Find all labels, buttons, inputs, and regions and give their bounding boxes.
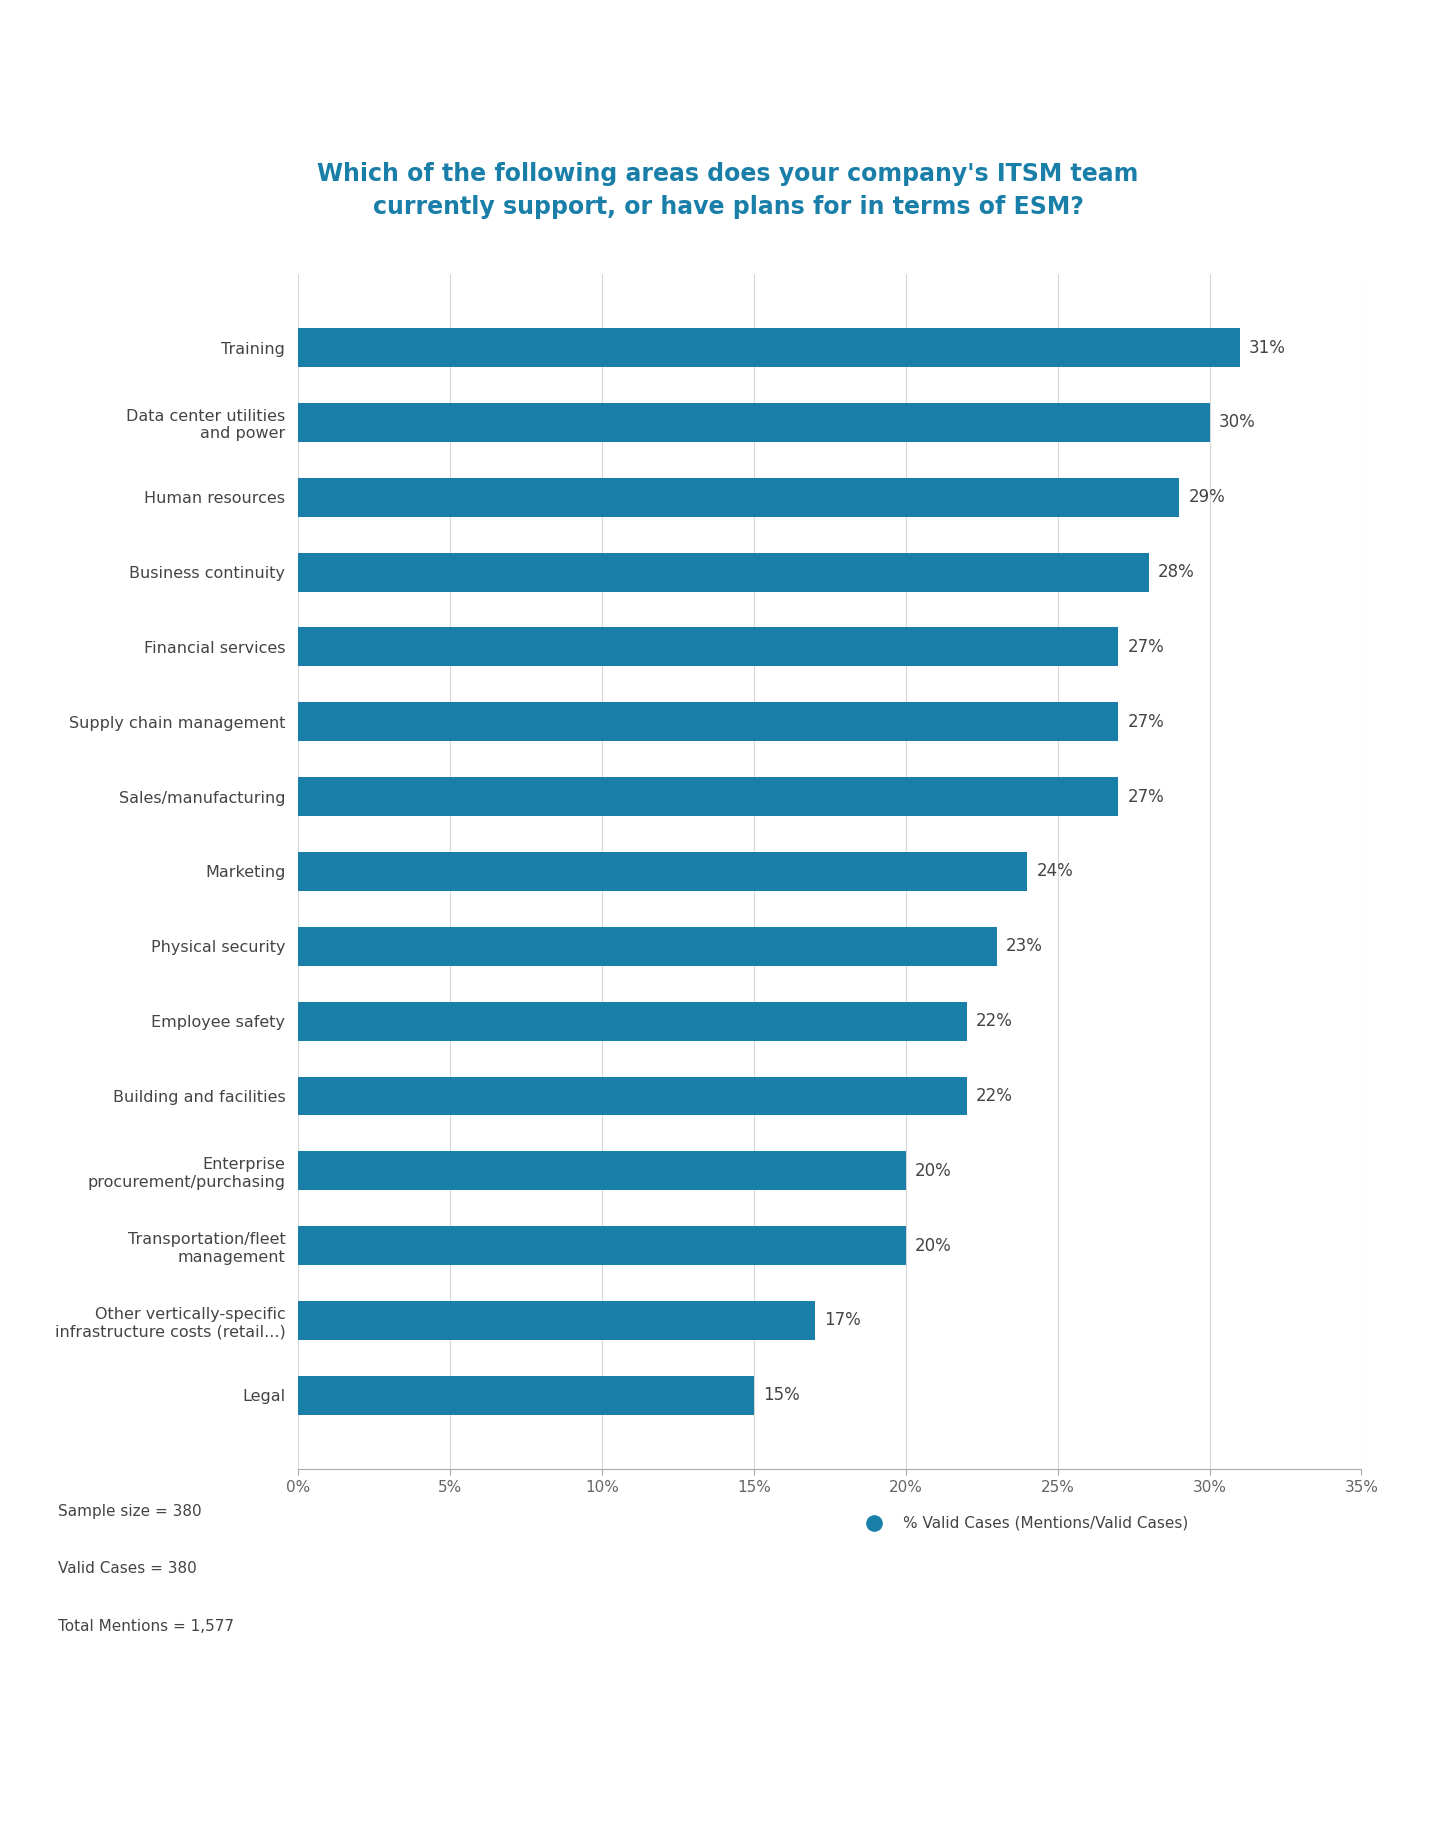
- Bar: [298, 553, 1149, 591]
- Text: 27%: 27%: [1127, 788, 1165, 805]
- Bar: [298, 1301, 815, 1340]
- Text: Key ESM Areas: Key ESM Areas: [577, 40, 879, 75]
- Text: 30%: 30%: [1219, 414, 1255, 431]
- Text: 20%: 20%: [914, 1237, 952, 1254]
- Bar: [298, 628, 1118, 666]
- Text: 28%: 28%: [1158, 564, 1194, 580]
- Text: 22%: 22%: [976, 1013, 1012, 1029]
- Text: 15%: 15%: [763, 1387, 799, 1403]
- Bar: [298, 1226, 906, 1265]
- Bar: [298, 852, 1028, 891]
- Bar: [298, 403, 1210, 442]
- Bar: [298, 1077, 967, 1115]
- Text: Valid Cases = 380: Valid Cases = 380: [58, 1560, 197, 1577]
- Bar: [298, 927, 997, 965]
- Text: 31%: 31%: [1249, 339, 1286, 356]
- Bar: [298, 478, 1179, 516]
- Text: infopulse: infopulse: [626, 1728, 830, 1767]
- Text: Sample size = 380: Sample size = 380: [58, 1504, 202, 1518]
- Text: 22%: 22%: [976, 1088, 1012, 1104]
- Bar: [298, 703, 1118, 741]
- Text: 29%: 29%: [1188, 489, 1224, 506]
- Text: % Valid Cases (Mentions/Valid Cases): % Valid Cases (Mentions/Valid Cases): [903, 1515, 1188, 1531]
- Text: 27%: 27%: [1127, 639, 1165, 655]
- Text: 17%: 17%: [824, 1312, 860, 1329]
- Bar: [298, 777, 1118, 816]
- Text: 23%: 23%: [1006, 938, 1042, 954]
- Bar: [298, 1152, 906, 1190]
- Text: 20%: 20%: [914, 1163, 952, 1179]
- Text: Which of the following areas does your company's ITSM team
currently support, or: Which of the following areas does your c…: [317, 161, 1139, 219]
- Bar: [298, 328, 1241, 367]
- Text: Total Mentions = 1,577: Total Mentions = 1,577: [58, 1619, 234, 1633]
- Text: 24%: 24%: [1037, 863, 1073, 880]
- Text: 27%: 27%: [1127, 714, 1165, 730]
- Bar: [298, 1376, 754, 1414]
- Bar: [298, 1002, 967, 1040]
